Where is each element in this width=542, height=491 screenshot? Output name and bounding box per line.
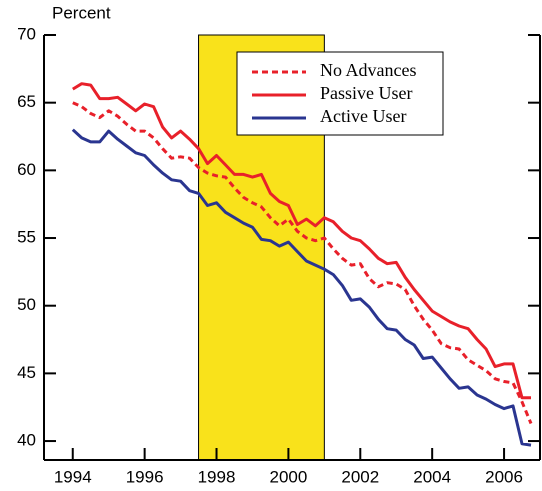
y-tick-label: 40 <box>17 431 36 450</box>
y-tick-label: 60 <box>17 160 36 179</box>
y-tick-label: 55 <box>17 228 36 247</box>
x-tick-label: 2006 <box>485 467 523 486</box>
x-tick-label: 2004 <box>413 467 451 486</box>
legend-label: Passive User <box>320 83 413 103</box>
y-axis-label: Percent <box>52 3 111 22</box>
y-tick-label: 65 <box>17 92 36 111</box>
x-tick-label: 1998 <box>198 467 236 486</box>
legend-label: Active User <box>320 106 406 126</box>
x-tick-label: 2000 <box>269 467 307 486</box>
line-series <box>71 128 532 447</box>
y-tick-label: 70 <box>17 24 36 43</box>
line-series <box>72 101 533 425</box>
x-tick-label: 1996 <box>126 467 164 486</box>
x-tick-label: 2002 <box>341 467 379 486</box>
y-tick-label: 50 <box>17 295 36 314</box>
y-tick-label: 45 <box>17 363 36 382</box>
x-tick-label: 1994 <box>54 467 92 486</box>
line-series <box>72 82 531 400</box>
legend-label: No Advances <box>320 60 416 80</box>
